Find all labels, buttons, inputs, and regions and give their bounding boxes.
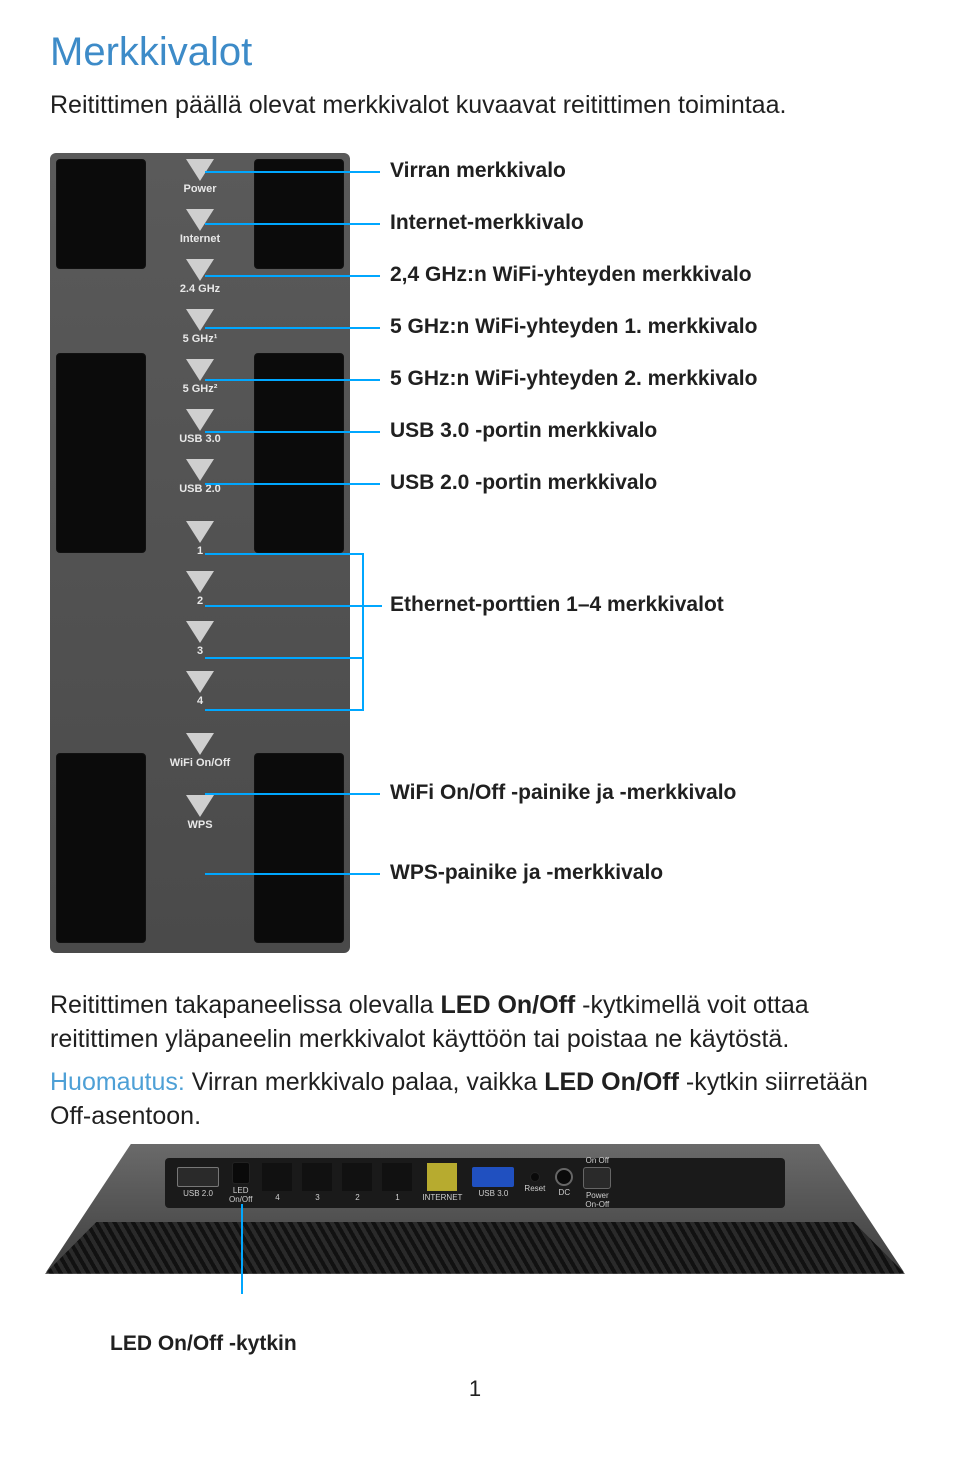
- port-label: 1: [395, 1193, 399, 1202]
- leader-line: [205, 605, 362, 607]
- leader-line: [205, 793, 380, 795]
- port-label: USB 3.0: [479, 1189, 509, 1198]
- page-number: 1: [50, 1376, 900, 1402]
- page-subtitle: Reitittimen päällä olevat merkkivalot ku…: [50, 89, 900, 123]
- vent-panel: [56, 353, 146, 553]
- leader-line: [205, 483, 380, 485]
- leader-line: [205, 553, 362, 555]
- port-reset: Reset: [524, 1172, 545, 1193]
- port-label: DC: [559, 1188, 571, 1197]
- port-label: LED On/Off: [229, 1186, 252, 1204]
- leader-line: [205, 327, 380, 329]
- callout-internet: Internet-merkkivalo: [390, 211, 584, 235]
- port-lan3: 3: [302, 1163, 332, 1202]
- led-3: 3: [186, 621, 214, 657]
- port-label: 2: [355, 1193, 359, 1202]
- leader-line: [205, 171, 380, 173]
- note-prefix: Huomautus:: [50, 1068, 192, 1096]
- note-bold: LED On/Off: [544, 1068, 679, 1096]
- paragraph-note: Huomautus: Virran merkkivalo palaa, vaik…: [50, 1066, 900, 1134]
- led-2-4-ghz: 2.4 GHz: [180, 259, 220, 295]
- led-usb-2-0: USB 2.0: [179, 459, 221, 495]
- vent-panel: [254, 353, 344, 553]
- callout-usb3: USB 3.0 -portin merkkivalo: [390, 419, 657, 443]
- note-text: Virran merkkivalo palaa, vaikka: [192, 1068, 544, 1096]
- port-lan4: 4: [262, 1163, 292, 1202]
- led-wps: WPS: [186, 795, 214, 831]
- led-power: Power: [183, 159, 216, 195]
- led-1: 1: [186, 521, 214, 557]
- top-diagram: PowerInternet2.4 GHz5 GHz¹5 GHz²USB 3.0U…: [50, 153, 900, 983]
- leader-line: [205, 657, 362, 659]
- port-power: On Off Power On-Off: [583, 1156, 611, 1209]
- leader-line: [205, 709, 362, 711]
- para-bold: LED On/Off: [441, 991, 576, 1019]
- vent-panel: [254, 753, 344, 943]
- led-usb-3-0: USB 3.0: [179, 409, 221, 445]
- port-lan1: 1: [382, 1163, 412, 1202]
- leader-line: [362, 605, 382, 607]
- callout-wifi24: 2,4 GHz:n WiFi-yhteyden merkkivalo: [390, 263, 752, 287]
- port-label: Reset: [524, 1184, 545, 1193]
- back-callout-label: LED On/Off -kytkin: [110, 1332, 297, 1356]
- paragraph-switch: Reitittimen takapaneelissa olevalla LED …: [50, 989, 900, 1057]
- leader-line: [241, 1204, 243, 1294]
- port-label: 3: [315, 1193, 319, 1202]
- callout-wifi51: 5 GHz:n WiFi-yhteyden 1. merkkivalo: [390, 315, 757, 339]
- port-internet: INTERNET: [422, 1163, 462, 1202]
- port-label: On Off: [586, 1156, 609, 1165]
- led-2: 2: [186, 571, 214, 607]
- para-text: Reitittimen takapaneelissa olevalla: [50, 991, 441, 1019]
- vent-panel: [56, 753, 146, 943]
- led-internet: Internet: [180, 209, 220, 245]
- port-label: USB 2.0: [183, 1189, 213, 1198]
- back-diagram: USB 2.0 LED On/Off 4 3 2 1 INTERNET USB …: [50, 1144, 900, 1356]
- leader-line: [205, 431, 380, 433]
- callout-wps-btn: WPS-painike ja -merkkivalo: [390, 861, 663, 885]
- leader-line: [205, 223, 380, 225]
- page-title: Merkkivalot: [50, 30, 900, 75]
- port-led-switch: LED On/Off: [229, 1162, 252, 1204]
- led-4: 4: [186, 671, 214, 707]
- port-usb3: USB 3.0: [472, 1167, 514, 1198]
- port-dc: DC: [555, 1168, 573, 1197]
- port-label: 4: [275, 1193, 279, 1202]
- callout-usb2: USB 2.0 -portin merkkivalo: [390, 471, 657, 495]
- callout-wifi-btn: WiFi On/Off -painike ja -merkkivalo: [390, 781, 736, 805]
- callout-eth: Ethernet-porttien 1–4 merkkivalot: [390, 593, 724, 617]
- router-back-view: USB 2.0 LED On/Off 4 3 2 1 INTERNET USB …: [45, 1144, 905, 1324]
- vent-panel: [56, 159, 146, 269]
- port-label: Power On-Off: [585, 1191, 609, 1209]
- led-5-ghz-: 5 GHz²: [183, 359, 218, 395]
- leader-line: [205, 379, 380, 381]
- leader-line: [362, 553, 364, 711]
- led-wifi-on-off: WiFi On/Off: [170, 733, 230, 769]
- port-lan2: 2: [342, 1163, 372, 1202]
- router-back-vent: [45, 1222, 905, 1274]
- vent-panel: [254, 159, 344, 269]
- port-strip: USB 2.0 LED On/Off 4 3 2 1 INTERNET USB …: [165, 1158, 785, 1208]
- callout-power: Virran merkkivalo: [390, 159, 566, 183]
- callout-wifi52: 5 GHz:n WiFi-yhteyden 2. merkkivalo: [390, 367, 757, 391]
- port-usb2: USB 2.0: [177, 1167, 219, 1198]
- port-label: INTERNET: [422, 1193, 462, 1202]
- leader-line: [205, 873, 380, 875]
- leader-line: [205, 275, 380, 277]
